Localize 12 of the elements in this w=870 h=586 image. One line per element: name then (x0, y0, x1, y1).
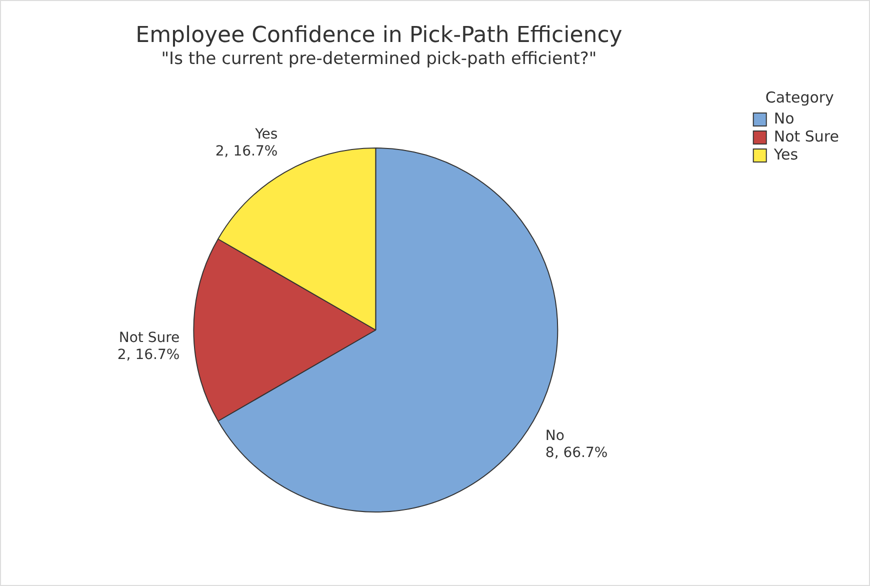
data-label: 8, 66.7% (545, 445, 608, 462)
legend-label: Not Sure (774, 127, 840, 146)
slice-label: Yes (254, 126, 278, 142)
legend-label: Yes (772, 145, 798, 164)
chart-subtitle: "Is the current pre-determined pick-path efficient?" (160, 49, 598, 69)
chart-title: Employee Confidence in Pick-Path Efficiency (134, 23, 624, 48)
legend-title: Category (765, 88, 834, 106)
data-label: 2, 16.7% (117, 347, 180, 364)
slice-label: No (545, 428, 564, 444)
legend-label: No (774, 109, 794, 128)
slice-label: Not Sure (118, 330, 180, 346)
data-label: 2, 16.7% (215, 143, 278, 160)
